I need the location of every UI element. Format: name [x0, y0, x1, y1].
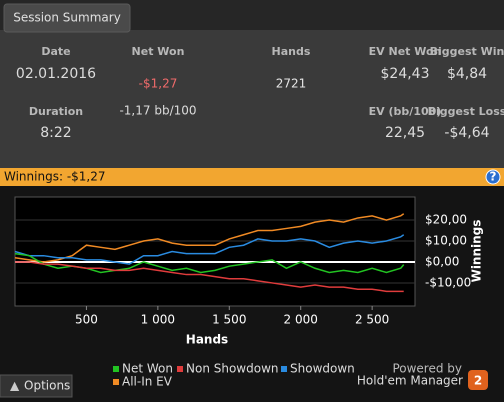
legend-label: Net Won: [122, 362, 173, 376]
legend-label: Non Showdown: [186, 362, 279, 376]
options-label[interactable]: Options: [24, 379, 70, 393]
x-tick-label: 1 500: [212, 313, 246, 327]
stat-label: Date: [41, 45, 70, 58]
y-tick-label: $20,00: [425, 213, 467, 227]
x-axis-title: Hands: [186, 333, 228, 347]
series-line: [14, 213, 405, 263]
series-line: [15, 261, 404, 293]
stat-value: $24,43: [381, 66, 430, 82]
brand-badge-text: 2: [474, 374, 482, 388]
y-tick-label: $0,00: [425, 254, 459, 268]
stat-value: 22,45: [385, 125, 425, 141]
stat-value: 8:22: [40, 125, 71, 141]
stat-label: Net Won: [132, 45, 185, 58]
y-axis-title: Winnings: [470, 220, 484, 283]
stat-value: 2721: [276, 77, 307, 91]
y-tick-label: $10,00: [425, 234, 467, 248]
y-tick-label: -$10,00: [425, 275, 471, 289]
help-icon[interactable]: [485, 169, 501, 185]
winnings-bar: [0, 168, 504, 186]
legend-label: All-In EV: [122, 375, 173, 389]
brand: Hold'em Manager: [357, 374, 463, 388]
winnings-label: Winnings: -$1,27: [4, 170, 106, 184]
options-button[interactable]: [0, 374, 73, 398]
legend-swatch: [113, 379, 119, 385]
tab-label[interactable]: Session Summary: [13, 11, 121, 25]
stat-value: $4,84: [447, 66, 487, 82]
stat-label: Duration: [29, 105, 83, 118]
plot-area: [14, 196, 416, 307]
stat-label: Biggest Win: [430, 45, 504, 58]
x-tick-label: 2 000: [284, 313, 318, 327]
stat-label: Biggest Loss: [428, 105, 504, 118]
legend-label: Showdown: [290, 362, 355, 376]
tab[interactable]: [3, 3, 131, 33]
stat-value: 02.01.2016: [16, 66, 96, 82]
x-tick-label: 500: [75, 313, 98, 327]
legend-swatch: [177, 366, 183, 372]
powered-by: Powered by: [392, 362, 462, 376]
x-tick-label: 2 500: [355, 313, 389, 327]
stat-label: EV (bb/100): [369, 105, 442, 118]
x-tick-label: 1 000: [141, 313, 175, 327]
stat-sub: -1,17 bb/100: [119, 104, 196, 118]
stat-value: -$4,64: [444, 125, 489, 141]
stat-value: -$1,27: [139, 77, 178, 91]
stat-label: Hands: [272, 45, 311, 58]
legend-swatch: [281, 366, 287, 372]
series-line: [14, 234, 405, 265]
help-glyph[interactable]: ?: [490, 170, 497, 184]
stat-label: EV Net Won: [369, 45, 442, 58]
brand-badge: [468, 370, 488, 390]
options-caret[interactable]: ▲: [10, 379, 20, 393]
legend-swatch: [113, 366, 119, 372]
